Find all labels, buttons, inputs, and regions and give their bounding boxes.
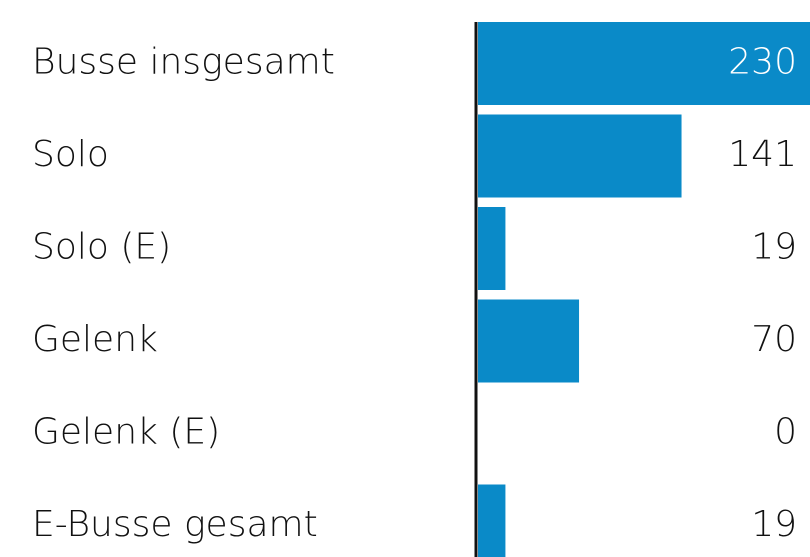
value-label: 141 (728, 134, 797, 175)
bar (478, 484, 506, 557)
value-label: 70 (751, 319, 797, 360)
category-label: Solo (E) (32, 227, 171, 268)
category-label: E-Busse gesamt (32, 504, 318, 545)
category-label: Busse insgesamt (32, 42, 335, 83)
value-label: 19 (751, 227, 797, 268)
value-label: 0 (774, 412, 797, 453)
category-label: Gelenk (E) (32, 412, 220, 453)
bar (478, 114, 682, 198)
value-label: 230 (728, 42, 797, 83)
category-label: Gelenk (32, 319, 158, 360)
category-label: Solo (32, 134, 109, 175)
bar (478, 22, 810, 105)
value-label: 19 (751, 504, 797, 545)
bar (478, 207, 506, 290)
bar (478, 299, 580, 383)
